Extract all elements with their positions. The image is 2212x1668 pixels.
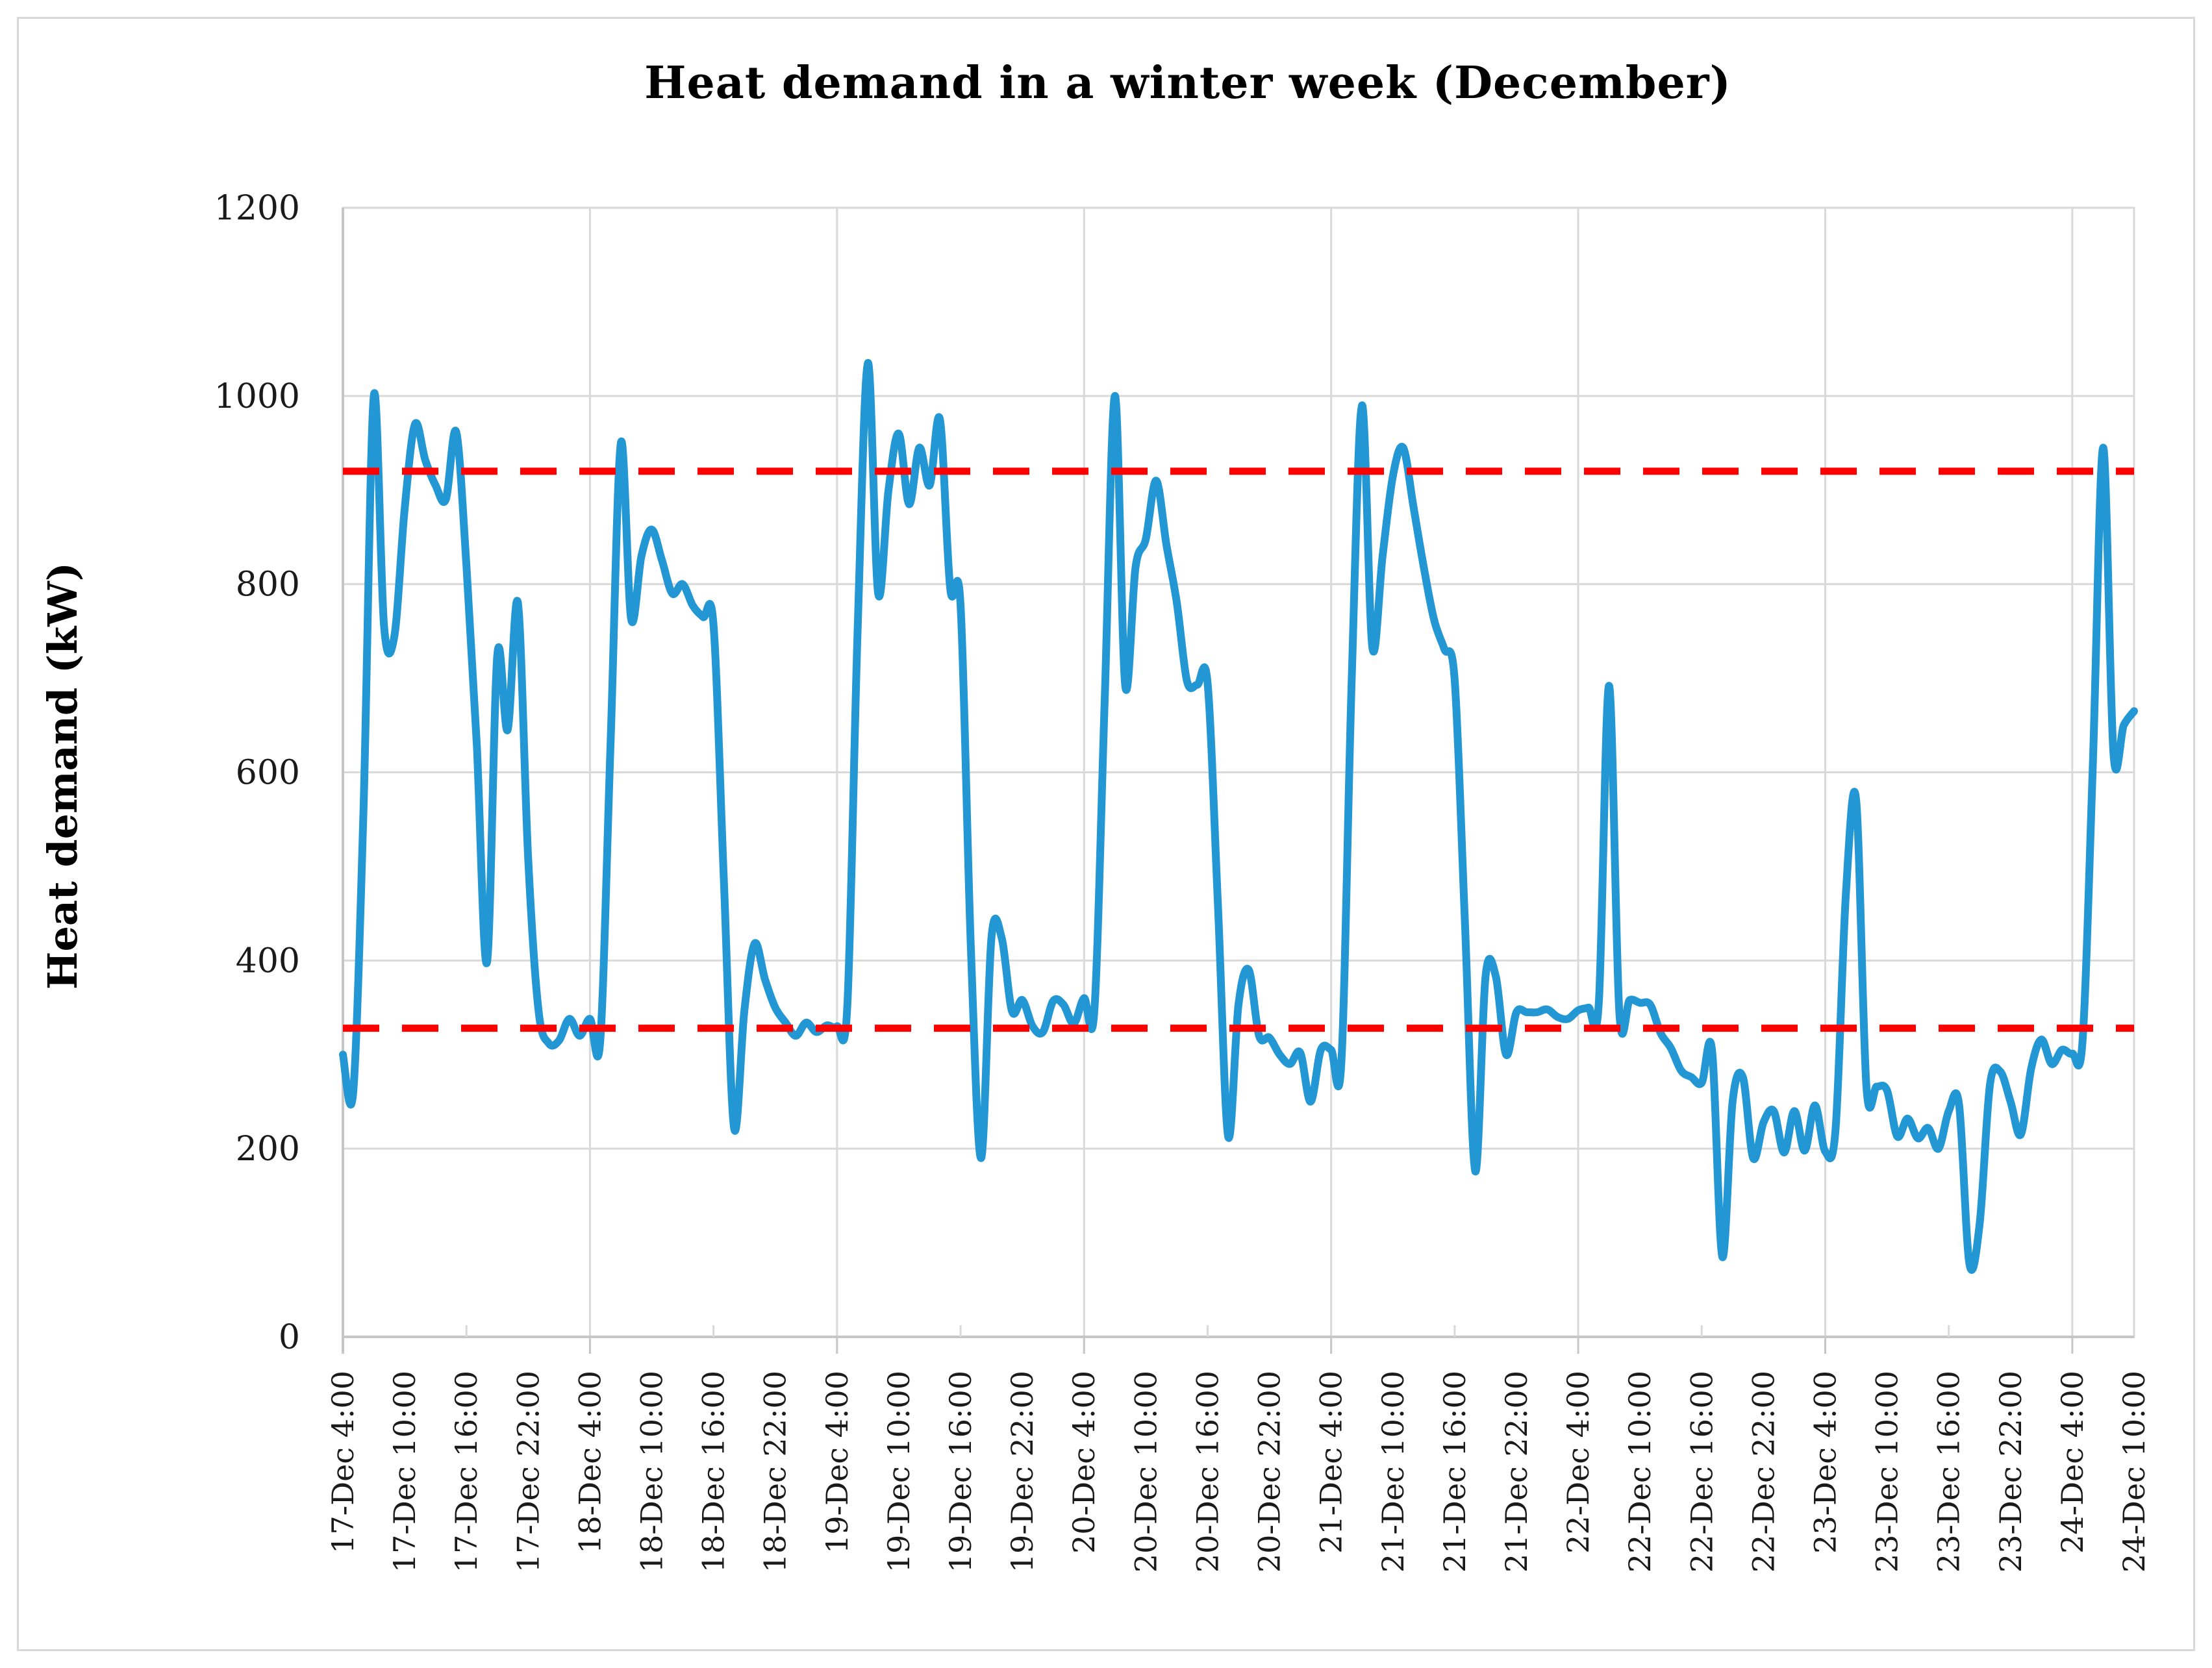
- x-tick-label: 17-Dec 10:00: [387, 1371, 422, 1573]
- y-tick-label: 200: [236, 1130, 300, 1169]
- x-tick-label: 21-Dec 4:00: [1314, 1371, 1349, 1554]
- x-tick-label: 22-Dec 10:00: [1622, 1371, 1657, 1573]
- x-tick-label: 18-Dec 4:00: [572, 1371, 607, 1554]
- y-tick-label: 400: [236, 941, 300, 980]
- x-tick-label: 24-Dec 4:00: [2055, 1371, 2090, 1554]
- x-tick-label: 20-Dec 10:00: [1128, 1371, 1163, 1573]
- x-tick-label: 18-Dec 22:00: [758, 1371, 793, 1573]
- x-tick-label: 21-Dec 16:00: [1437, 1371, 1472, 1573]
- x-tick-label: 18-Dec 10:00: [635, 1371, 670, 1573]
- x-tick-label: 17-Dec 4:00: [325, 1371, 360, 1554]
- x-tick-label: 19-Dec 4:00: [820, 1371, 855, 1554]
- x-tick-label: 24-Dec 10:00: [2117, 1371, 2152, 1573]
- x-tick-label: 19-Dec 16:00: [943, 1371, 978, 1573]
- x-tick-label: 17-Dec 22:00: [510, 1371, 546, 1573]
- y-tick-label: 800: [236, 566, 300, 604]
- y-tick-label: 600: [236, 754, 300, 793]
- x-tick-label: 22-Dec 22:00: [1746, 1371, 1781, 1573]
- x-tick-label: 21-Dec 10:00: [1376, 1371, 1411, 1573]
- y-tick-label: 1000: [214, 377, 300, 416]
- x-tick-label: 21-Dec 22:00: [1499, 1371, 1534, 1573]
- x-tick-label: 23-Dec 10:00: [1870, 1371, 1905, 1573]
- heat-demand-line: [339, 359, 2138, 1274]
- x-tick-label: 20-Dec 22:00: [1252, 1371, 1287, 1573]
- x-tick-label: 23-Dec 22:00: [1993, 1371, 2028, 1573]
- x-tick-label: 19-Dec 10:00: [881, 1371, 916, 1573]
- x-tick-label: 23-Dec 4:00: [1807, 1371, 1842, 1554]
- x-tick-label: 22-Dec 16:00: [1684, 1371, 1719, 1573]
- y-tick-label: 0: [279, 1318, 300, 1357]
- x-tick-label: 18-Dec 16:00: [696, 1371, 731, 1573]
- x-tick-label: 20-Dec 16:00: [1190, 1371, 1225, 1573]
- x-tick-label: 23-Dec 16:00: [1931, 1371, 1967, 1573]
- x-tick-label: 17-Dec 16:00: [449, 1371, 484, 1573]
- chart-title: Heat demand in a winter week (December): [644, 57, 1731, 109]
- y-tick-label: 1200: [214, 189, 300, 228]
- x-tick-label: 19-Dec 22:00: [1005, 1371, 1040, 1573]
- x-tick-label: 22-Dec 4:00: [1561, 1371, 1596, 1554]
- x-tick-label: 20-Dec 4:00: [1066, 1371, 1101, 1554]
